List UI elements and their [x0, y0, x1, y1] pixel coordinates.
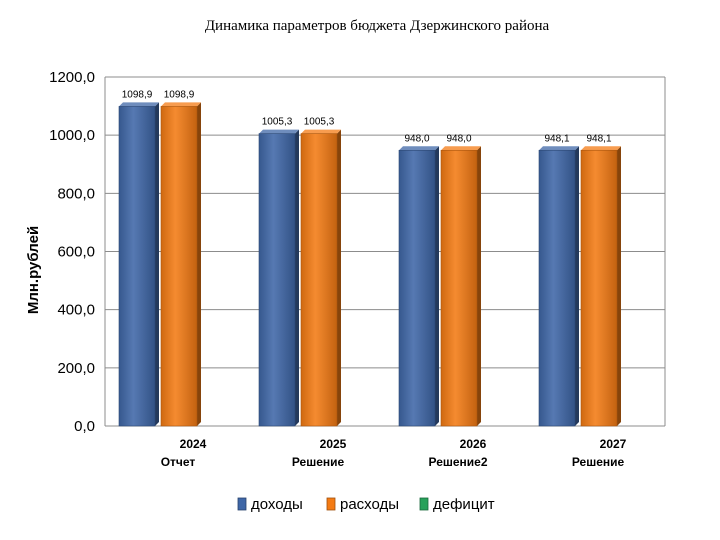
x-tick-year: 2026 — [460, 437, 487, 451]
data-label: 1005,3 — [262, 117, 293, 128]
data-label: 948,0 — [446, 133, 471, 144]
x-tick-sub: Решение2 — [428, 455, 487, 469]
x-tick-year: 2027 — [600, 437, 627, 451]
x-tick-sub: Решение — [292, 455, 345, 469]
bar — [258, 133, 296, 427]
bar-side — [155, 102, 159, 426]
bar-top — [259, 129, 299, 134]
data-label: 1098,9 — [122, 89, 153, 100]
bar-side — [477, 146, 481, 427]
bar-side — [435, 146, 439, 427]
legend-swatch — [419, 497, 429, 511]
bar — [300, 133, 338, 427]
x-axis-ticks: 2024 Отчет 2025 Решение 2026 Решение2 2027 Реше… — [161, 437, 627, 469]
legend-label: дефицит — [433, 496, 495, 513]
bar-side — [337, 129, 341, 426]
legend-label: расходы — [340, 496, 399, 513]
y-axis-ticks: 0,0 200,0 400,0 600,0 800,0 1000,0 1200,0 — [49, 69, 95, 435]
bar-top — [301, 129, 341, 134]
bar — [398, 149, 436, 427]
bar — [160, 106, 198, 427]
x-tick-sub: Решение — [572, 455, 625, 469]
data-label: 948,1 — [544, 133, 569, 144]
bar-side — [295, 129, 299, 426]
bar-top — [161, 102, 201, 107]
bar-top — [581, 146, 621, 151]
data-label: 1098,9 — [164, 89, 195, 100]
bar-top — [441, 146, 481, 151]
bar-side — [617, 146, 621, 426]
bar — [118, 106, 156, 427]
legend-swatch — [237, 497, 247, 511]
bar — [538, 149, 576, 427]
legend-label: доходы — [251, 496, 303, 513]
bar-top — [119, 102, 159, 107]
y-tick-label: 400,0 — [57, 302, 95, 319]
bar-side — [197, 102, 201, 426]
x-tick-sub: Отчет — [161, 455, 196, 469]
x-tick-year: 2025 — [320, 437, 347, 451]
bars: 1098,9 1098,9 1005,3 1005,3 948,0 948,0 948,1 9… — [118, 89, 621, 427]
data-label: 1005,3 — [304, 117, 335, 128]
y-tick-label: 0,0 — [74, 418, 95, 435]
y-tick-label: 600,0 — [57, 244, 95, 261]
x-tick-year: 2024 — [180, 437, 207, 451]
bar-top — [539, 146, 579, 151]
legend-swatch — [326, 497, 336, 511]
bar-top — [399, 146, 439, 151]
chart-title: Динамика параметров бюджета Дзержинского… — [205, 18, 550, 34]
y-tick-label: 800,0 — [57, 185, 95, 202]
bar-side — [575, 146, 579, 426]
bar — [580, 149, 618, 427]
data-label: 948,0 — [404, 133, 429, 144]
data-label: 948,1 — [586, 133, 611, 144]
y-tick-label: 1200,0 — [49, 69, 95, 86]
y-axis-label: Млн.рублей — [25, 226, 42, 314]
y-tick-label: 200,0 — [57, 360, 95, 377]
legend: доходы расходы дефицит — [237, 496, 495, 513]
bar — [440, 149, 478, 427]
y-tick-label: 1000,0 — [49, 127, 95, 144]
